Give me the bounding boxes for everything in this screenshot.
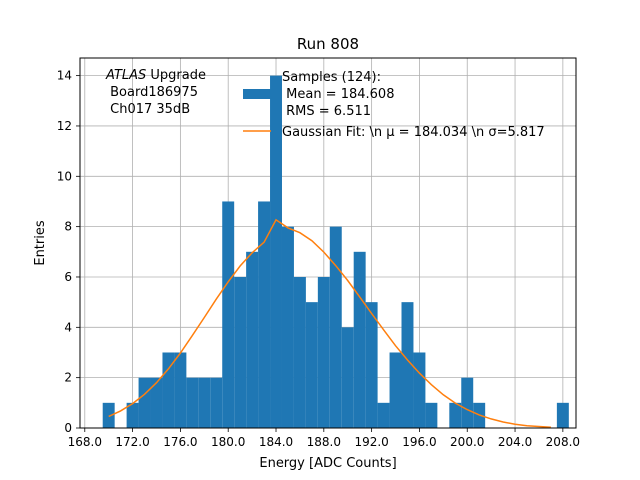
histogram-bar [234, 276, 247, 428]
y-tick-label: 2 [64, 371, 72, 385]
histogram-bar [401, 302, 414, 428]
x-tick-label: 208.0 [546, 435, 580, 449]
annotation-channel: Ch017 35dB [106, 102, 190, 117]
histogram-bar [281, 226, 294, 428]
x-tick-label: 196.0 [402, 435, 436, 449]
histogram-bar [425, 402, 438, 428]
legend-swatch-histogram [243, 89, 271, 99]
histogram-bar [246, 251, 259, 428]
annotation-board: Board186975 [106, 85, 198, 100]
histogram-bar [305, 302, 318, 428]
x-tick-label: 176.0 [163, 435, 197, 449]
x-tick-label: 204.0 [498, 435, 532, 449]
histogram-bar [329, 226, 342, 428]
histogram-bar [186, 377, 199, 428]
legend-histogram-line: Samples (124): [282, 70, 381, 85]
histogram-bar [198, 377, 211, 428]
histogram-bars [102, 75, 569, 428]
histogram-bar [258, 201, 271, 428]
histogram-bar [353, 251, 366, 428]
y-tick-label: 14 [57, 69, 72, 83]
histogram-bar [556, 402, 569, 428]
y-tick-label: 4 [64, 320, 72, 334]
y-tick-label: 12 [57, 119, 72, 133]
upgrade-label: Upgrade [146, 68, 206, 83]
annotation-line-1: ATLAS Upgrade [105, 68, 206, 83]
histogram-bar [293, 276, 306, 428]
legend-label-fit: Gaussian Fit: \n μ = 184.034 \n σ=5.817 [282, 125, 545, 140]
histogram-bar [449, 402, 462, 428]
x-tick-label: 200.0 [450, 435, 484, 449]
histogram-bar [461, 377, 474, 428]
legend-histogram-line: Mean = 184.608 [282, 87, 394, 102]
legend: Samples (124): Mean = 184.608 RMS = 6.51… [243, 70, 545, 140]
histogram-bar [270, 75, 282, 428]
legend-histogram-line: RMS = 6.511 [282, 104, 371, 119]
y-tick-label: 8 [64, 220, 72, 234]
legend-label-histogram: Samples (124): Mean = 184.608 RMS = 6.51… [282, 70, 394, 119]
atlas-label: ATLAS [105, 68, 146, 83]
y-tick-label: 0 [64, 421, 72, 435]
histogram-bar [413, 352, 426, 428]
plot-frame [79, 57, 577, 429]
histogram-bar [222, 201, 235, 428]
y-axis-ticks: 0 2 4 6 8 10 12 14 [57, 69, 80, 435]
histogram-bar [210, 377, 223, 428]
x-tick-label: 172.0 [115, 435, 149, 449]
x-tick-label: 168.0 [68, 435, 102, 449]
histogram-bar [317, 276, 330, 428]
x-axis-ticks: 168.0 172.0 176.0 180.0 184.0 188.0 192.0 196.0… [68, 428, 580, 449]
x-tick-label: 188.0 [307, 435, 341, 449]
histogram-bar [389, 352, 402, 428]
histogram-bar [102, 402, 115, 428]
histogram-bar [138, 377, 151, 428]
x-axis-title: Energy [ADC Counts] [259, 456, 396, 471]
chart-title: Run 808 [297, 35, 359, 53]
fit-curve [108, 218, 551, 428]
histogram-bar [365, 302, 378, 428]
x-tick-label: 192.0 [354, 435, 388, 449]
y-tick-label: 6 [64, 270, 72, 284]
histogram-bar [174, 352, 187, 428]
histogram-bar [126, 402, 139, 428]
y-axis-title: Entries [33, 220, 48, 266]
annotation-box: ATLAS Upgrade Board186975 Ch017 35dB [105, 68, 206, 117]
histogram-bar [162, 352, 175, 428]
gaussian-fit [108, 218, 551, 428]
histogram-bar [150, 377, 163, 428]
histogram-bar [377, 402, 390, 428]
x-tick-label: 184.0 [259, 435, 293, 449]
x-tick-label: 180.0 [211, 435, 245, 449]
histogram-bar [341, 327, 354, 428]
y-tick-label: 10 [57, 169, 72, 183]
